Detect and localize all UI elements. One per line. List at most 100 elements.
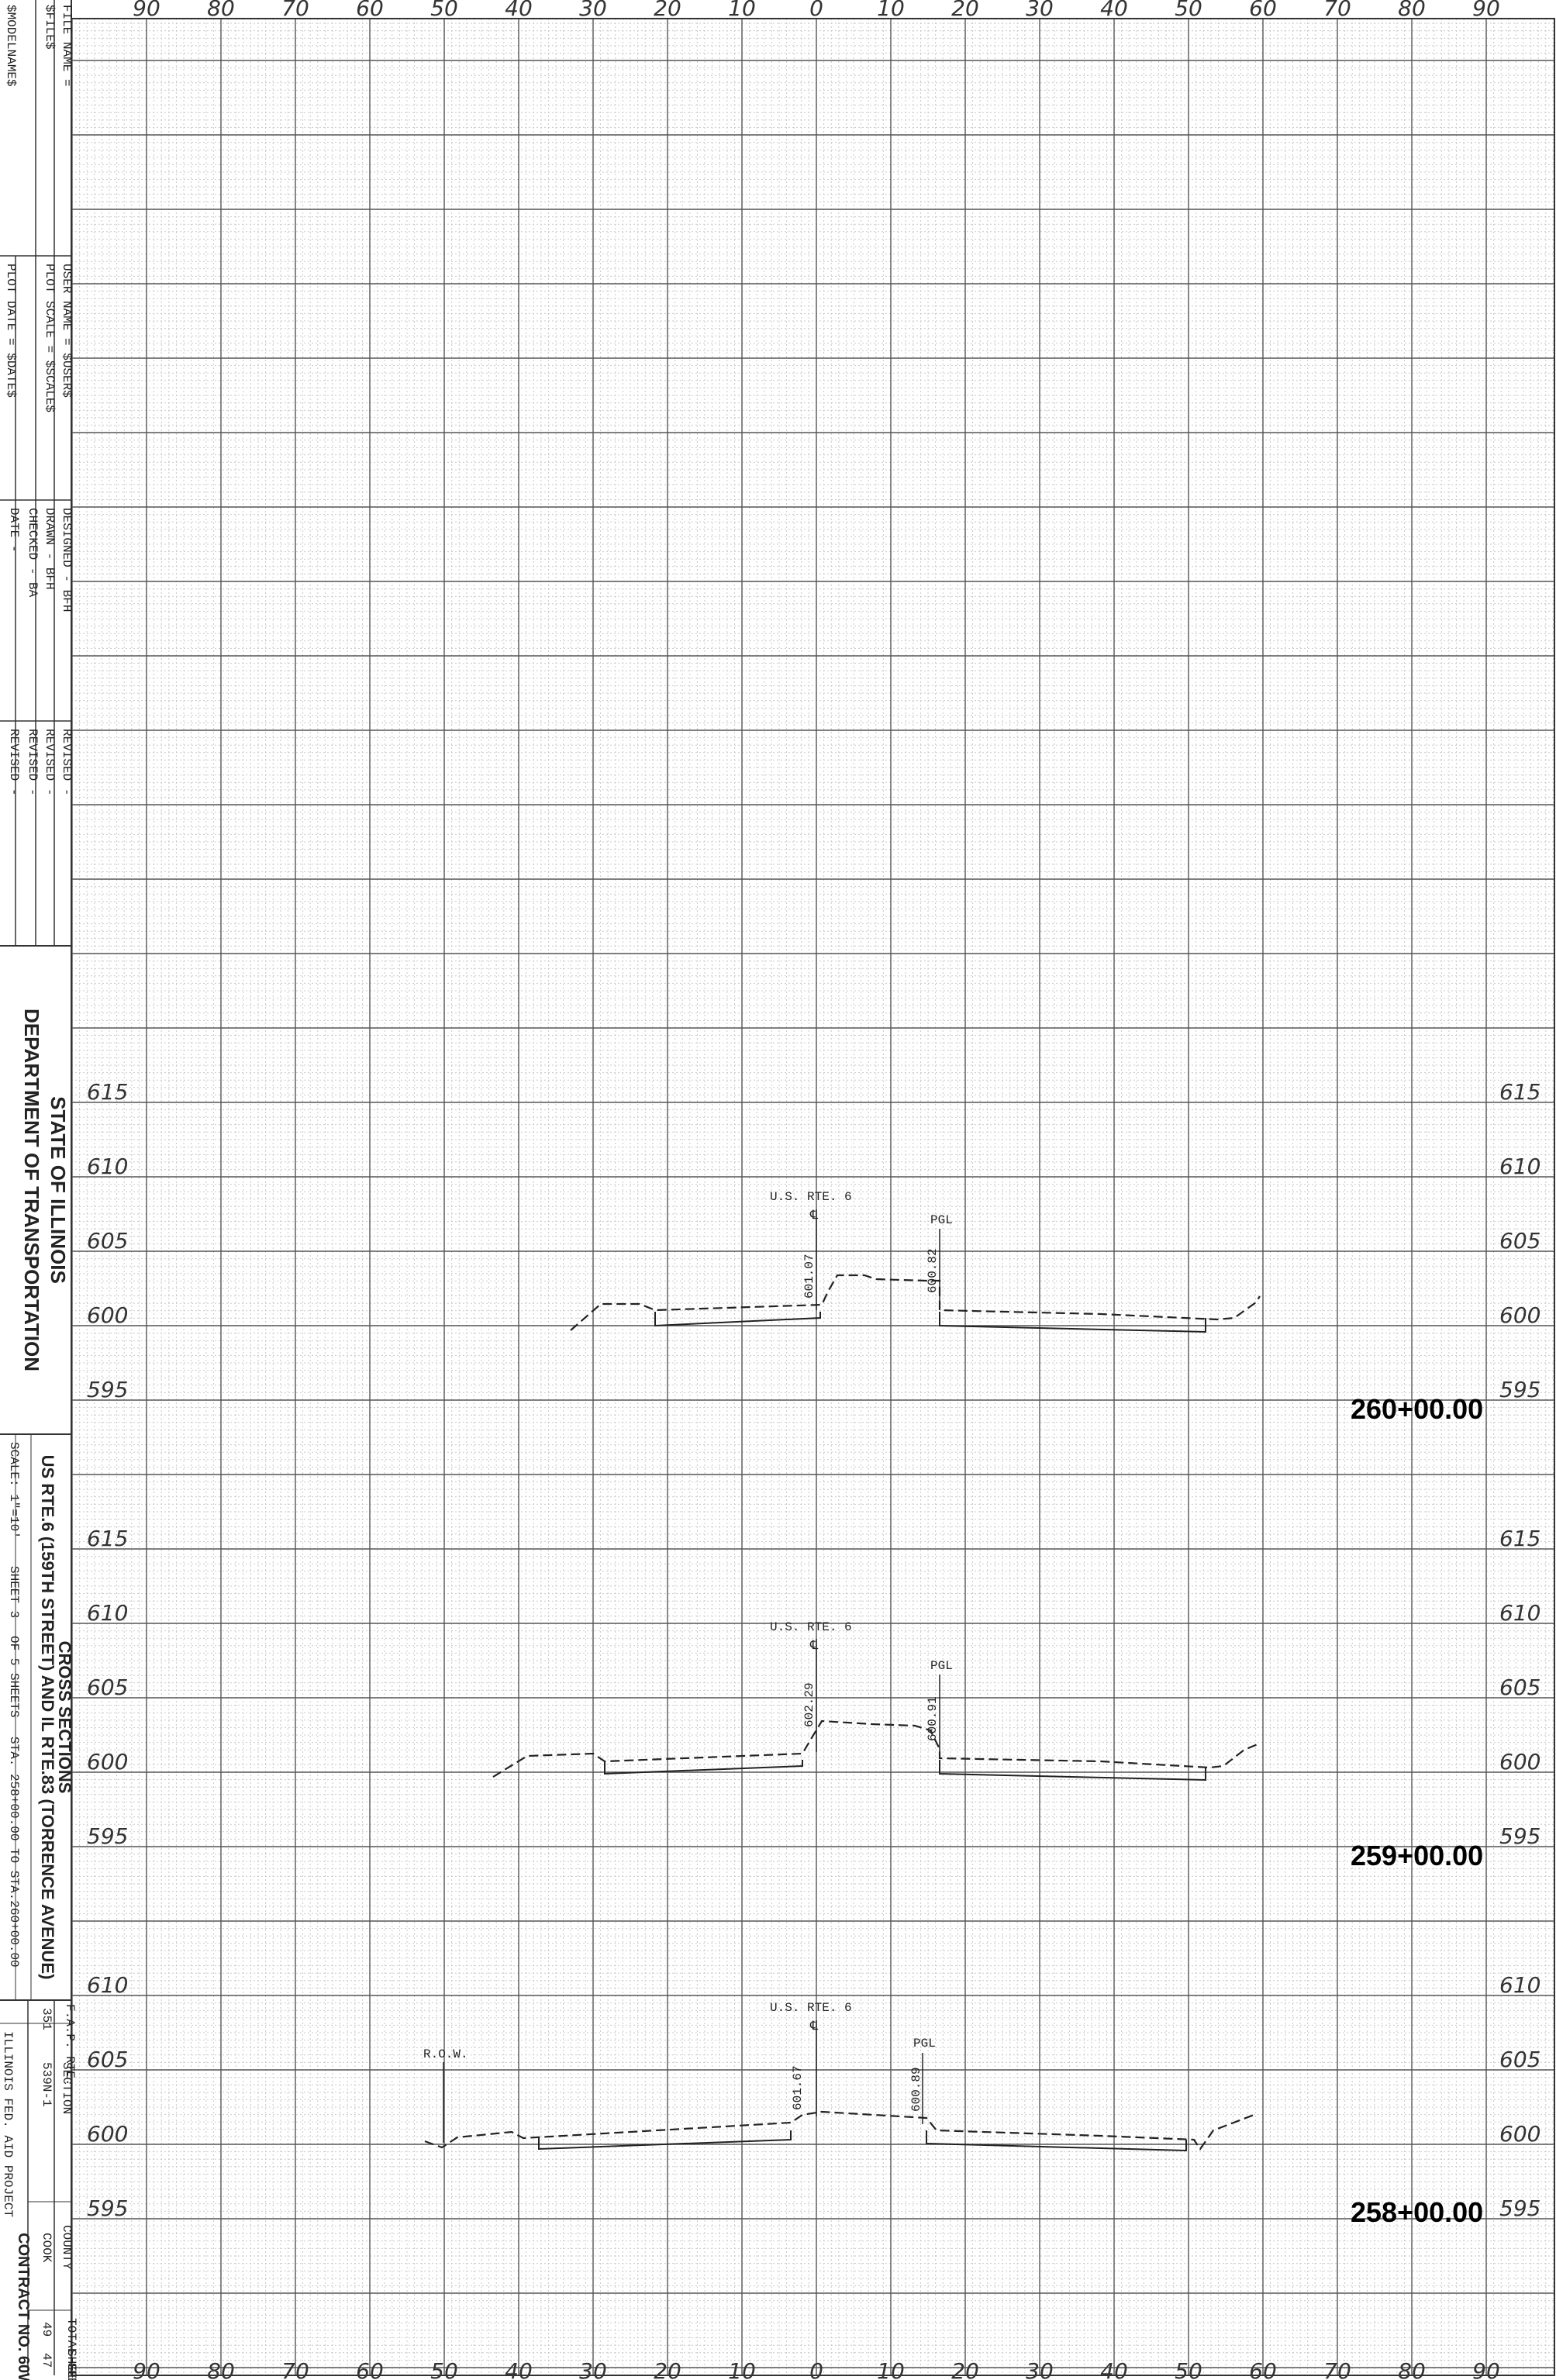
offset-tick-label: 90	[133, 2358, 160, 2380]
fap-rte-label: F.A.P. RTE.	[63, 2004, 77, 2086]
offset-tick-label: 40	[1100, 0, 1128, 21]
elev-label: 610	[1499, 1600, 1540, 1626]
route-label: U.S. RTE. 6	[770, 1190, 852, 1204]
elev-label: 615	[87, 1079, 128, 1105]
elev-label: 605	[1499, 1228, 1540, 1254]
offset-tick-label: 10	[728, 0, 756, 21]
elev-label: 595	[87, 1823, 128, 1849]
revised-1: REVISED -	[60, 729, 74, 795]
sheet-of: SHEET 3	[7, 1566, 21, 1618]
cl-elevation: 602.29	[802, 1682, 816, 1727]
elev-label: 610	[87, 1154, 128, 1179]
fap-rte: 351	[40, 2008, 53, 2030]
sheet-title-2: US RTE.6 (159TH STREET) AND IL RTE.83 (T…	[38, 1455, 57, 1980]
pgl-label: PGL	[913, 2037, 936, 2051]
project-note: ILLINOIS FED. AID PROJECT	[1, 2031, 15, 2217]
pgl-elevation: 600.89	[909, 2067, 923, 2112]
elev-label: 595	[1499, 2195, 1540, 2221]
elev-label: 605	[87, 1228, 128, 1254]
offset-tick-label: 0	[809, 0, 823, 21]
file-name-value: $FILE$	[43, 5, 57, 50]
offset-tick-label: 80	[207, 2358, 235, 2380]
offset-tick-label: 50	[1175, 0, 1202, 21]
checked-by: CHECKED - BA	[26, 508, 40, 598]
offset-tick-label: 30	[579, 0, 607, 21]
offset-tick-label: 0	[809, 2358, 823, 2380]
elev-label: 600	[1499, 2121, 1540, 2147]
elev-label: 595	[87, 2195, 128, 2221]
file-name-label: FILE NAME =	[60, 5, 74, 87]
centerline-symbol: ℄	[809, 1639, 819, 1653]
offset-tick-label: 80	[207, 0, 235, 21]
elev-label: 600	[87, 1302, 128, 1328]
offset-tick-label: 10	[877, 0, 905, 21]
offset-tick-label: 60	[356, 2358, 384, 2380]
sheet-total: OF 5 SHEETS	[7, 1636, 21, 1718]
offset-tick-label: 70	[1323, 0, 1351, 21]
offset-tick-label: 60	[1249, 2358, 1277, 2380]
elev-label: 605	[87, 2047, 128, 2072]
section-label: SECTION	[60, 2062, 74, 2114]
date-field: DATE -	[7, 508, 21, 553]
elev-label: 610	[1499, 1154, 1540, 1179]
total-sheets-label: TOTAL SHEETS	[64, 2318, 78, 2380]
designed-by: DESIGNED - BFH	[60, 508, 74, 612]
contract-number: CONTRACT NO. 60W50	[15, 2233, 32, 2380]
elev-label: 595	[1499, 1823, 1540, 1849]
offset-tick-label: 80	[1398, 2358, 1426, 2380]
offset-tick-label: 40	[1100, 2358, 1128, 2380]
elev-label: 605	[1499, 2047, 1540, 2072]
scale-note: SCALE: 1"=10'	[7, 1442, 21, 1539]
section-value: 539N-1	[40, 2062, 53, 2107]
elev-label: 610	[1499, 1972, 1540, 1998]
user-name: USER NAME = $USER$	[60, 264, 74, 398]
offset-tick-label: 10	[728, 2358, 756, 2380]
proposed-pavement-line	[654, 1312, 1206, 1333]
offset-tick-label: 20	[654, 0, 681, 21]
cl-elevation: 601.67	[791, 2065, 805, 2110]
offset-tick-label: 30	[579, 2358, 607, 2380]
sheet-no-label: SHEET NO.	[64, 2349, 78, 2380]
station-label: 259+00.00	[1351, 1840, 1483, 1871]
elev-label: 595	[1499, 1377, 1540, 1402]
elev-label: 600	[1499, 1302, 1540, 1328]
elev-label: 605	[1499, 1675, 1540, 1700]
station-label: 260+00.00	[1351, 1393, 1483, 1425]
offset-scale-top: 90 80 70 60 50 40 30 20 10 0 10 20 30 40 50 60 70 80 90	[133, 0, 1500, 21]
existing-ground-line	[492, 1719, 1258, 1778]
elev-label: 615	[87, 1526, 128, 1551]
offset-tick-label: 80	[1398, 0, 1426, 21]
proposed-pavement-line	[604, 1760, 1206, 1782]
offset-tick-label: 90	[133, 0, 160, 21]
elev-label: 595	[87, 1377, 128, 1402]
offset-tick-label: 40	[505, 2358, 533, 2380]
pgl-elevation: 600.91	[926, 1696, 940, 1741]
model-name: $MODELNAME$	[4, 5, 18, 87]
major-grid	[71, 19, 1554, 2375]
station-range: STA. 258+00.00 TO STA.260+00.00	[7, 1737, 21, 1968]
existing-ground-line	[424, 2110, 1257, 2151]
sheet-title-1: CROSS SECTIONS	[55, 1641, 74, 1794]
offset-tick-label: 20	[951, 2358, 979, 2380]
pgl-label: PGL	[930, 1213, 953, 1227]
offset-scale-bottom: 90 80 70 60 50 40 30 20 10 0 10 20 30 40 50 60 70 80 90	[133, 2358, 1500, 2380]
section-258: 610 605 600 595 610 605 600 595 R.O.W. U…	[87, 1972, 1540, 2228]
sheet-number: 47	[40, 2353, 53, 2368]
elev-label: 615	[1499, 1079, 1540, 1105]
offset-tick-label: 70	[281, 2358, 309, 2380]
section-259: 615 610 605 600 595 615 610 605 600 595 …	[87, 1526, 1540, 1871]
revised-3: REVISED -	[26, 729, 40, 795]
offset-tick-label: 30	[1026, 0, 1054, 21]
offset-tick-label: 60	[356, 0, 384, 21]
offset-tick-label: 40	[505, 0, 533, 21]
total-sheets: 49	[40, 2322, 53, 2337]
existing-ground-line	[570, 1274, 1261, 1331]
offset-tick-label: 50	[430, 0, 458, 21]
elev-label: 600	[87, 2121, 128, 2147]
cl-elevation: 601.07	[802, 1254, 816, 1299]
centerline-symbol: ℄	[809, 1209, 819, 1223]
plot-date: PLOT DATE = $DATE$	[4, 264, 18, 398]
elev-label: 610	[87, 1972, 128, 1998]
title-block: FILE NAME = $FILE$ $MODELNAME$ USER NAME…	[0, 0, 78, 2380]
